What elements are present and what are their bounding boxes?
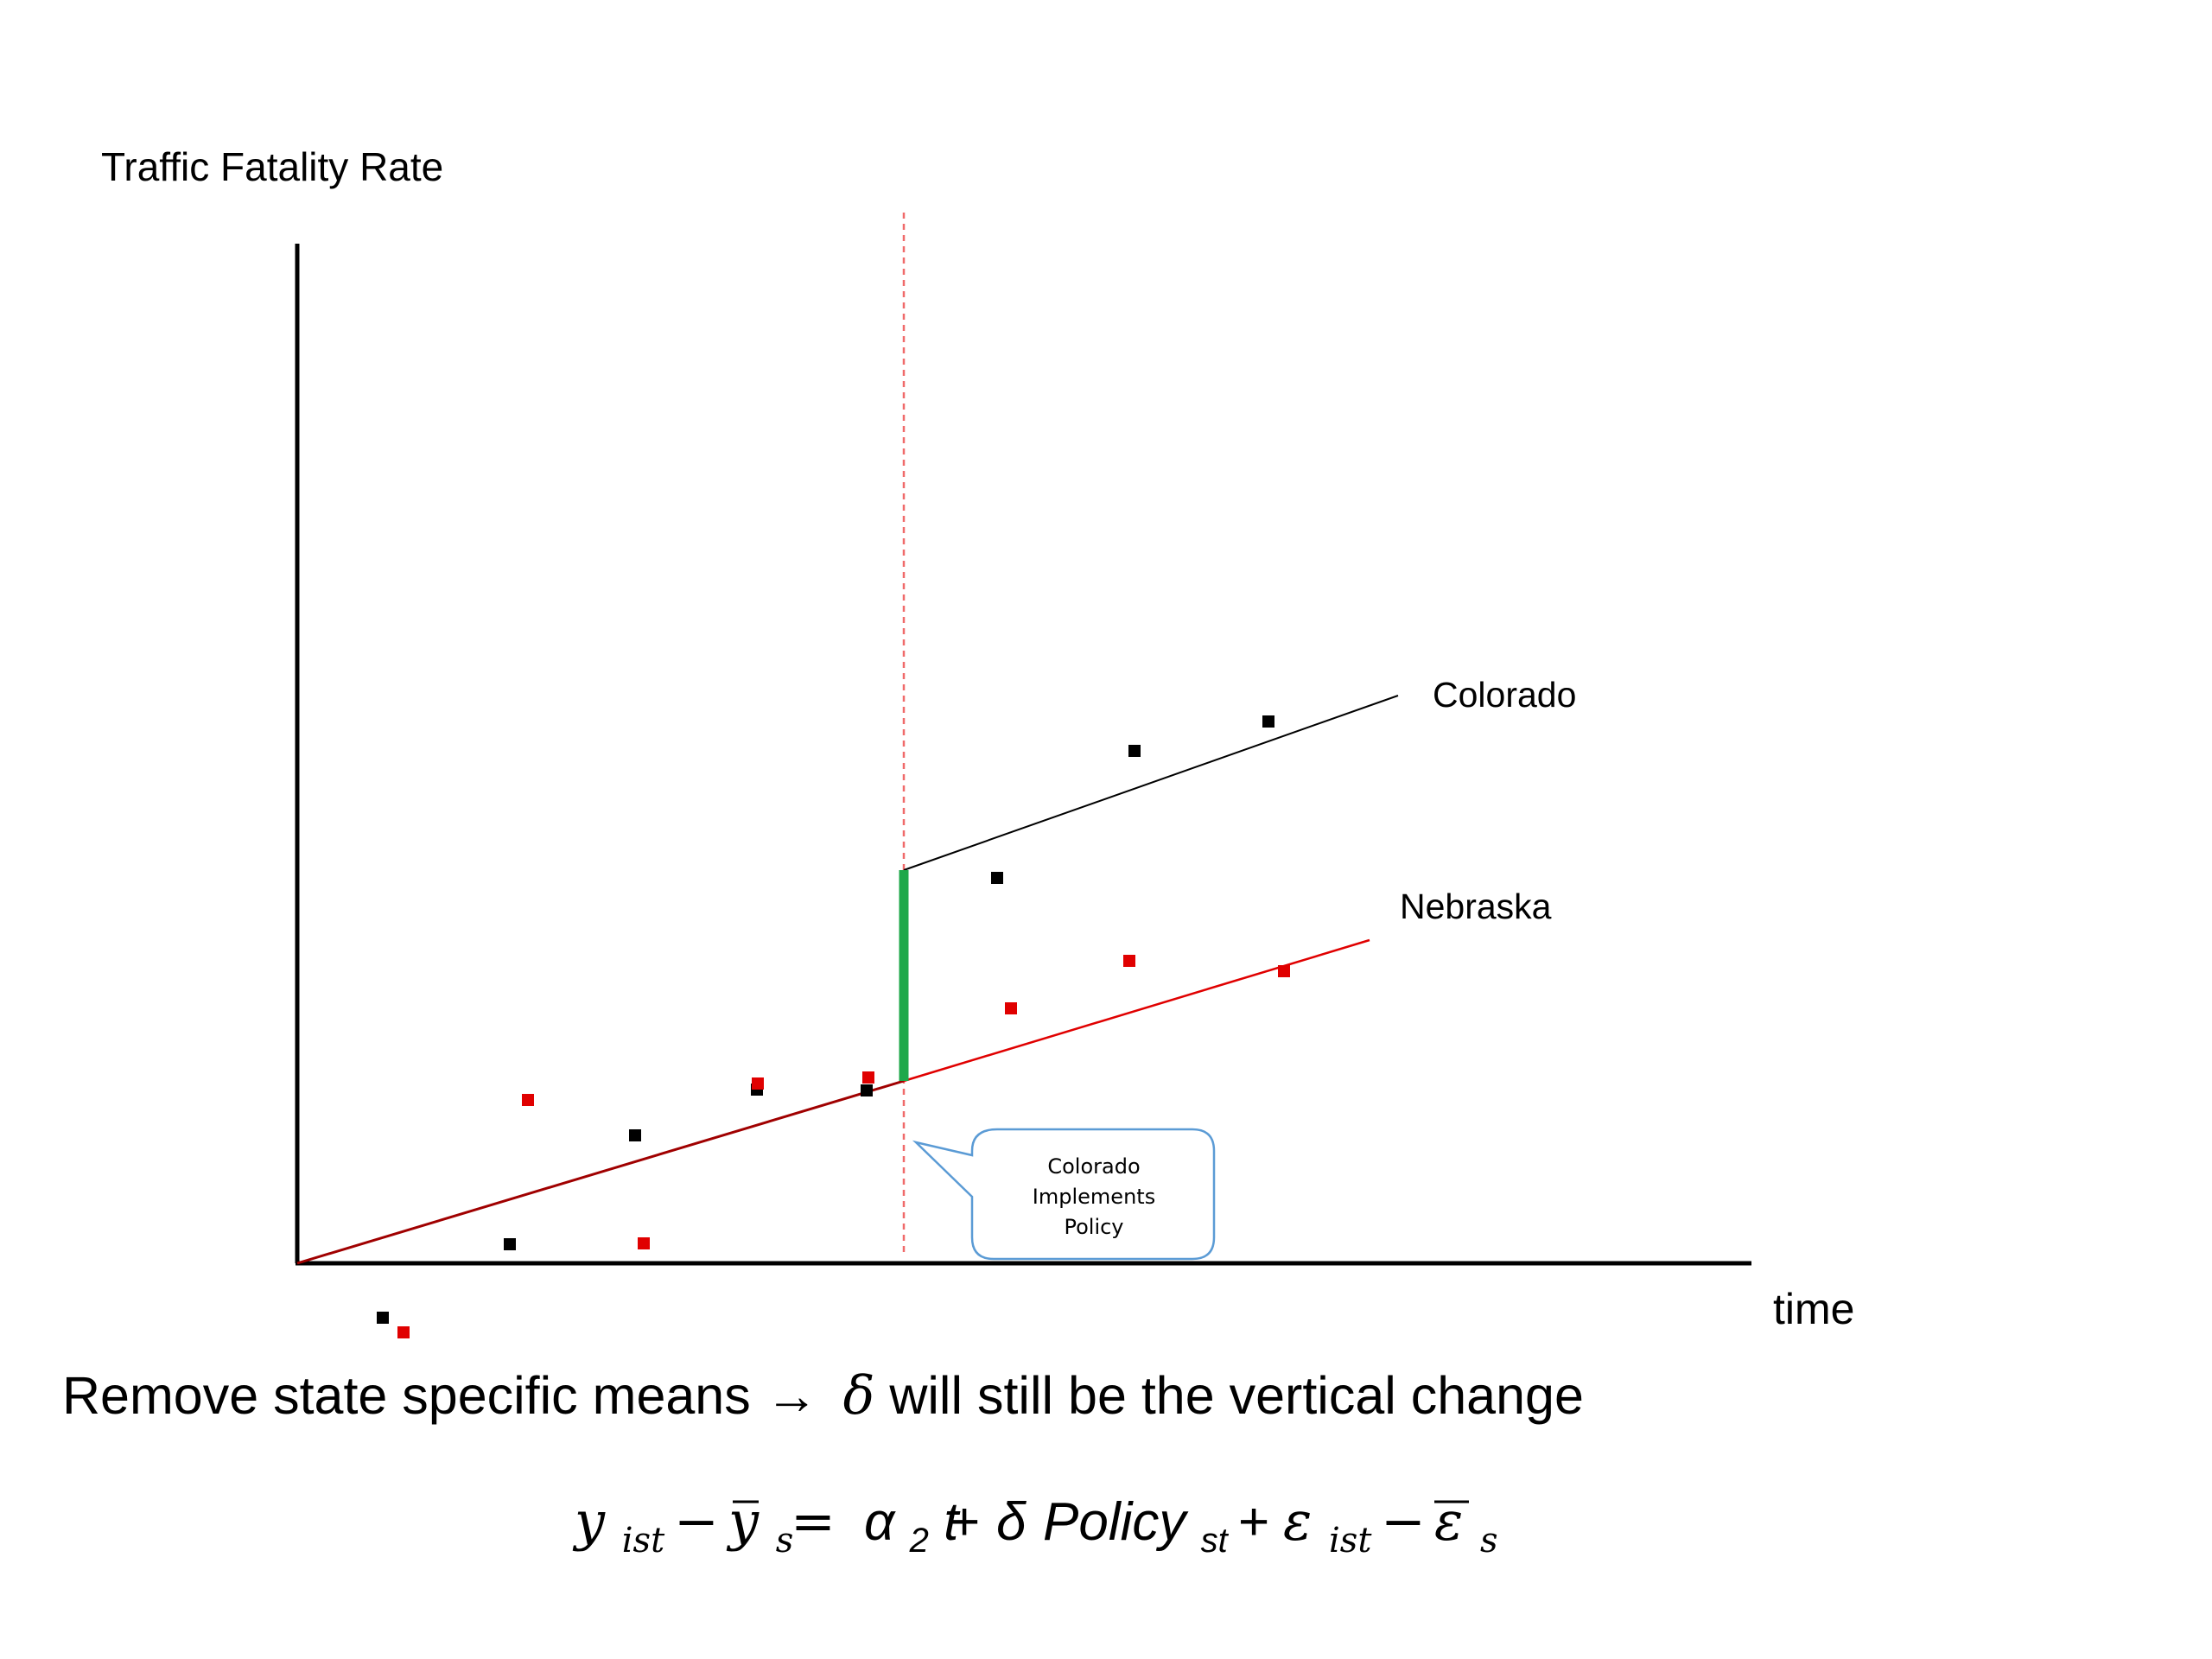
colorado-point bbox=[991, 872, 1003, 884]
svg-text:δ Policy st: δ Policy st bbox=[996, 1492, 1230, 1560]
svg-text:y s: y s bbox=[726, 1490, 793, 1560]
caption: Remove state specific means → δ will sti… bbox=[62, 1365, 1584, 1427]
callout-line-2: Implements bbox=[1033, 1185, 1155, 1209]
y-axis-label: Traffic Fatality Rate bbox=[101, 144, 443, 189]
eq-alpha-subscript: 2 bbox=[909, 1522, 929, 1560]
colorado-label: Colorado bbox=[1433, 675, 1576, 715]
eq-y: y bbox=[572, 1490, 606, 1553]
policy-callout-bubble bbox=[912, 1128, 1216, 1261]
colorado-point bbox=[1262, 715, 1274, 728]
eq-plus-2: + bbox=[1238, 1492, 1269, 1552]
nebraska-point bbox=[638, 1237, 650, 1249]
colorado-point bbox=[377, 1312, 389, 1324]
nebraska-point bbox=[1278, 965, 1290, 977]
eq-plus-1: + bbox=[949, 1492, 980, 1552]
caption-text-after: will still be the vertical change bbox=[888, 1366, 1584, 1425]
nebraska-point bbox=[1123, 955, 1135, 967]
caption-delta: δ bbox=[843, 1365, 875, 1427]
eq-t: t bbox=[944, 1492, 961, 1552]
colorado-point bbox=[861, 1084, 873, 1096]
eq-ybar: y bbox=[726, 1490, 760, 1553]
equation: y ist − y s = α 2 t + δ Policy st + ε is… bbox=[572, 1490, 1498, 1564]
eq-epsilon: ε bbox=[1283, 1490, 1312, 1553]
colorado-point bbox=[504, 1238, 516, 1250]
nebraska-trend-line bbox=[903, 938, 1370, 1083]
svg-text:y ist: y ist bbox=[572, 1490, 665, 1560]
x-axis-label: time bbox=[1773, 1285, 1854, 1333]
svg-text:α 2 t: α 2 t bbox=[864, 1492, 961, 1564]
colorado-points bbox=[377, 715, 1274, 1324]
eq-epsbar: ε bbox=[1434, 1490, 1463, 1553]
eq-minus-2: − bbox=[1381, 1490, 1426, 1553]
eq-minus-1: − bbox=[674, 1490, 719, 1553]
nebraska-point bbox=[397, 1326, 410, 1338]
eq-delta: δ bbox=[996, 1492, 1027, 1552]
nebraska-point bbox=[752, 1077, 764, 1090]
policy-callout-text: Colorado Implements Policy bbox=[1033, 1154, 1155, 1239]
eq-ybar-subscript: s bbox=[776, 1521, 794, 1560]
caption-arrow: → bbox=[766, 1366, 818, 1425]
colorado-trend-line bbox=[903, 695, 1399, 871]
colorado-point bbox=[629, 1129, 641, 1141]
svg-text:ε ist: ε ist bbox=[1283, 1490, 1372, 1560]
callout-line-1: Colorado bbox=[1047, 1154, 1140, 1179]
nebraska-point bbox=[522, 1094, 534, 1106]
eq-epsbar-subscript: s bbox=[1480, 1521, 1498, 1560]
svg-text:ε s: ε s bbox=[1434, 1490, 1498, 1560]
eq-alpha: α bbox=[864, 1492, 896, 1552]
eq-y-subscript: ist bbox=[622, 1521, 665, 1560]
nebraska-label: Nebraska bbox=[1400, 887, 1552, 926]
nebraska-point bbox=[1005, 1002, 1017, 1014]
eq-equals: = bbox=[791, 1490, 836, 1553]
colorado-point bbox=[1128, 745, 1141, 757]
shared-trend-line bbox=[296, 1079, 905, 1265]
callout-line-3: Policy bbox=[1064, 1215, 1123, 1239]
eq-epsilon-subscript: ist bbox=[1329, 1521, 1372, 1560]
eq-policy-subscript: st bbox=[1201, 1522, 1230, 1560]
nebraska-points bbox=[397, 955, 1290, 1338]
caption-text-before: Remove state specific means bbox=[62, 1366, 751, 1425]
nebraska-point bbox=[862, 1071, 874, 1084]
eq-policy: Policy bbox=[1043, 1492, 1189, 1552]
